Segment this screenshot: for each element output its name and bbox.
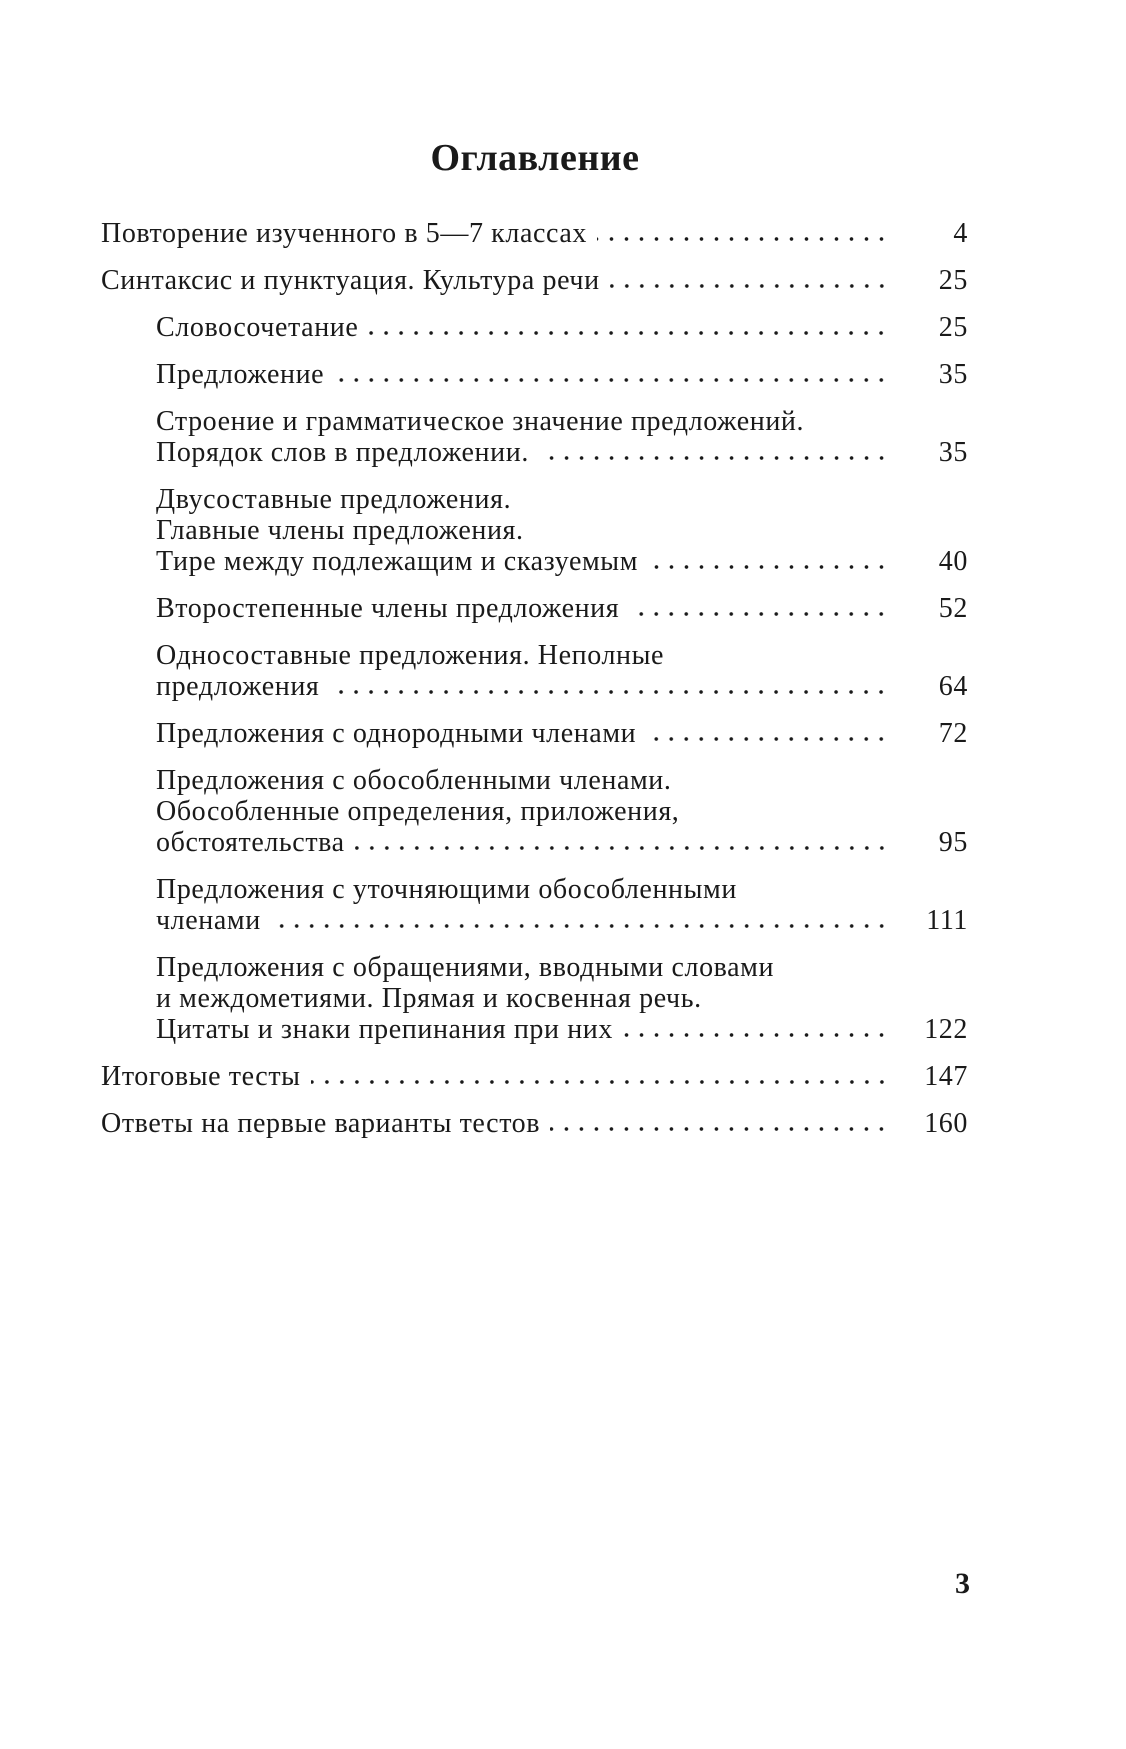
toc-entry[interactable]: Ответы на первые варианты тестов 160 (101, 1108, 968, 1139)
dot-leader (622, 1032, 889, 1038)
toc-entry[interactable]: Предложения с обращениями, вводными слов… (101, 952, 968, 1045)
toc-page-number: 25 (938, 265, 968, 296)
toc-page-number: 95 (938, 827, 968, 858)
toc-entry-line: Словосочетание 25 (156, 312, 968, 343)
toc-entry-title: Тире между подлежащим и сказуемым (156, 546, 639, 577)
toc-entry-line: Главные члены предложения. (156, 515, 968, 546)
dot-leader (334, 377, 889, 383)
toc-entry-line: Предложения с однородными членами 72 (156, 718, 968, 749)
dot-leader (646, 736, 889, 742)
toc-entry-title: Порядок слов в предложении. (156, 437, 529, 468)
toc-entry-line: предложения 64 (156, 671, 968, 702)
toc-page-number: 40 (938, 546, 968, 577)
toc-page-number: 52 (938, 593, 968, 624)
dot-leader (270, 923, 889, 929)
toc-entry[interactable]: Предложение 35 (101, 359, 968, 390)
dot-leader (329, 689, 889, 695)
toc-page-number: 64 (938, 671, 968, 702)
dot-leader (310, 1079, 889, 1085)
page-title: Оглавление (430, 137, 640, 179)
toc-entry[interactable]: Предложения с обособленными членами. Обос… (101, 765, 968, 858)
toc-entry[interactable]: Словосочетание 25 (101, 312, 968, 343)
page-number: 3 (955, 1567, 970, 1600)
toc-entry-line: Цитаты и знаки препинания при них 122 (156, 1014, 968, 1045)
toc-entry-title: Словосочетание (156, 312, 359, 343)
toc-entry-title: Обособленные определения, приложения, (156, 796, 680, 827)
toc-entry-title: Предложения с обращениями, вводными слов… (156, 952, 775, 983)
toc-entry-title: Повторение изученного в 5—7 классах (101, 218, 588, 249)
toc-entry[interactable]: Повторение изученного в 5—7 классах 4 (101, 218, 968, 249)
toc-entry-line: Предложения с уточняющими обособленными (156, 874, 968, 905)
toc-entry-line: Предложения с обособленными членами. (156, 765, 968, 796)
toc-entry-title: предложения (156, 671, 320, 702)
toc-page-number: 160 (924, 1108, 968, 1139)
toc-page-number: 147 (924, 1061, 968, 1092)
toc-entry-line: Порядок слов в предложении. 35 (156, 437, 968, 468)
toc-entry-title: Предложения с уточняющими обособленными (156, 874, 737, 905)
toc-page-number: 35 (938, 359, 968, 390)
toc-entry[interactable]: Предложения с однородными членами 72 (101, 718, 968, 749)
toc-entry-title: и междометиями. Прямая и косвенная речь. (156, 983, 702, 1014)
toc-entry-line: Повторение изученного в 5—7 классах 4 (101, 218, 968, 249)
dot-leader (538, 455, 889, 461)
toc-entry-line: Ответы на первые варианты тестов 160 (101, 1108, 968, 1139)
toc-entry-line: обстоятельства 95 (156, 827, 968, 858)
toc-entry[interactable]: Второстепенные члены предложения 52 (101, 593, 968, 624)
toc-entry-title: Строение и грамматическое значение предл… (156, 406, 805, 437)
dot-leader (648, 564, 889, 570)
toc-entry-line: Тире между подлежащим и сказуемым 40 (156, 546, 968, 577)
dot-leader (550, 1126, 889, 1132)
toc-entry[interactable]: Строение и грамматическое значение предл… (101, 406, 968, 468)
toc-entry-title: обстоятельства (156, 827, 345, 858)
toc-page-number: 111 (926, 905, 968, 936)
toc-entry[interactable]: Двусоставные предложения. Главные члены п… (101, 484, 968, 577)
toc-entry-title: Синтаксис и пунктуация. Культура речи (101, 265, 600, 296)
toc-entry[interactable]: Синтаксис и пунктуация. Культура речи 25 (101, 265, 968, 296)
toc-entry-line: Синтаксис и пунктуация. Культура речи 25 (101, 265, 968, 296)
toc-entry-title: членами (156, 905, 261, 936)
toc-entry[interactable]: Односоставные предложения. Неполные предл… (101, 640, 968, 702)
toc-entry-title: Второстепенные члены предложения (156, 593, 620, 624)
dot-leader (629, 611, 889, 617)
toc-entry-line: Односоставные предложения. Неполные (156, 640, 968, 671)
toc-page-number: 35 (938, 437, 968, 468)
dot-leader (597, 236, 889, 242)
toc-entry-line: Обособленные определения, приложения, (156, 796, 968, 827)
toc-entry-line: Предложения с обращениями, вводными слов… (156, 952, 968, 983)
toc-page-number: 4 (953, 218, 968, 249)
toc-page-number: 72 (938, 718, 968, 749)
table-of-contents: Повторение изученного в 5—7 классах 4 Синт… (101, 218, 968, 1155)
toc-entry-line: Второстепенные члены предложения 52 (156, 593, 968, 624)
toc-entry[interactable]: Предложения с уточняющими обособленными ч… (101, 874, 968, 936)
toc-entry-title: Предложения с обособленными членами. (156, 765, 672, 796)
toc-entry-line: и междометиями. Прямая и косвенная речь. (156, 983, 968, 1014)
toc-entry-title: Цитаты и знаки препинания при них (156, 1014, 613, 1045)
toc-entry[interactable]: Итоговые тесты 147 (101, 1061, 968, 1092)
toc-entry-line: Строение и грамматическое значение предл… (156, 406, 968, 437)
dot-leader (609, 283, 889, 289)
toc-page-number: 122 (924, 1014, 968, 1045)
toc-entry-line: Итоговые тесты 147 (101, 1061, 968, 1092)
toc-entry-title: Ответы на первые варианты тестов (101, 1108, 541, 1139)
toc-entry-line: членами 111 (156, 905, 968, 936)
toc-entry-title: Главные члены предложения. (156, 515, 524, 546)
toc-entry-title: Предложения с однородными членами (156, 718, 637, 749)
toc-entry-line: Двусоставные предложения. (156, 484, 968, 515)
toc-entry-title: Предложение (156, 359, 325, 390)
toc-entry-title: Односоставные предложения. Неполные (156, 640, 665, 671)
toc-entry-title: Итоговые тесты (101, 1061, 301, 1092)
dot-leader (354, 845, 889, 851)
toc-entry-title: Двусоставные предложения. (156, 484, 512, 515)
toc-page-number: 25 (938, 312, 968, 343)
toc-entry-line: Предложение 35 (156, 359, 968, 390)
dot-leader (368, 330, 889, 336)
